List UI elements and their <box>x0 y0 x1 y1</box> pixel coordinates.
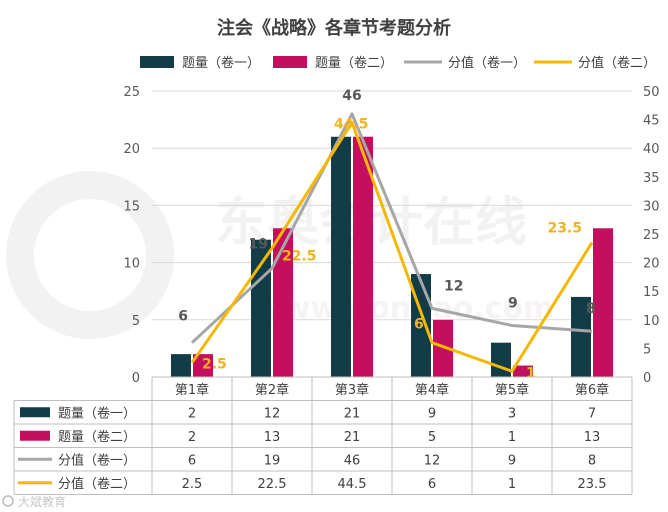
data-label: 6 <box>178 309 188 325</box>
table-cell: 21 <box>344 430 361 445</box>
right-tick-label: 20 <box>643 257 660 272</box>
table-cell: 44.5 <box>338 477 367 492</box>
bar <box>273 228 293 377</box>
legend-swatch <box>140 56 174 68</box>
left-axis: 0 5 10 15 20 25 <box>123 85 140 386</box>
right-tick-label: 25 <box>643 228 660 243</box>
table-row-label: 分值（卷二） <box>58 476 136 492</box>
table-cell: 2 <box>188 407 196 422</box>
data-label: 46 <box>342 88 361 104</box>
right-tick-label: 15 <box>643 285 660 300</box>
table-cell: 21 <box>344 407 361 422</box>
table-row-label: 分值（卷一） <box>58 453 136 469</box>
bar <box>171 354 191 377</box>
table-legend-key <box>20 430 50 441</box>
data-label: 22.5 <box>282 248 317 264</box>
bar <box>513 365 533 377</box>
table-legend-key <box>20 407 50 418</box>
table-cell: 46 <box>344 454 361 469</box>
legend-entry: 题量（卷一） <box>182 55 260 71</box>
data-label: 2.5 <box>202 357 227 373</box>
table-cell: 9 <box>428 407 436 422</box>
table-cell: 6 <box>428 477 436 492</box>
right-tick-label: 5 <box>643 342 651 357</box>
table-cell: 8 <box>588 454 596 469</box>
table-cell: 2 <box>188 430 196 445</box>
table-row-label: 题量（卷二） <box>58 429 136 445</box>
footer-logo: 大斌教育 <box>2 494 66 509</box>
bar <box>433 319 453 377</box>
weibo-icon <box>2 495 14 507</box>
table-cell: 22.5 <box>258 477 287 492</box>
right-tick-label: 50 <box>643 85 660 100</box>
table-row-label: 题量（卷一） <box>58 406 136 422</box>
chart-title: 注会《战略》各章节考题分析 <box>217 17 451 39</box>
right-tick-label: 0 <box>643 371 651 386</box>
category-label: 第2章 <box>255 382 289 398</box>
table-cell: 13 <box>584 430 601 445</box>
left-tick-label: 15 <box>123 199 140 214</box>
data-label: 6 <box>414 317 424 333</box>
table-cell: 23.5 <box>578 477 607 492</box>
data-label: 44.5 <box>334 116 369 132</box>
legend: 题量（卷一） 题量（卷二） 分值（卷一） 分值（卷二） <box>140 55 656 71</box>
table-cell: 6 <box>188 454 196 469</box>
left-tick-label: 5 <box>132 314 140 329</box>
gridlines <box>152 90 632 321</box>
table-cell: 13 <box>264 430 281 445</box>
category-label: 第3章 <box>335 382 369 398</box>
series-line <box>190 112 593 344</box>
left-tick-label: 20 <box>123 142 140 157</box>
bars <box>171 136 613 377</box>
data-label: 12 <box>444 278 463 294</box>
table-cell: 1 <box>508 477 516 492</box>
category-label: 第4章 <box>415 382 449 398</box>
bar <box>491 342 511 377</box>
data-labels: 6 19 46 12 9 8 2.5 22.5 44.5 6 1 23.5 <box>178 88 596 381</box>
left-tick-label: 0 <box>132 371 140 386</box>
left-tick-label: 25 <box>123 85 140 100</box>
right-tick-label: 35 <box>643 171 660 186</box>
bar <box>353 136 373 377</box>
footer-logo-text: 大斌教育 <box>18 494 66 509</box>
category-label: 第5章 <box>495 382 529 398</box>
table-cell: 12 <box>424 454 441 469</box>
table-cell: 19 <box>264 454 281 469</box>
table-cell: 7 <box>588 407 596 422</box>
left-tick-label: 10 <box>123 257 140 272</box>
data-label: 8 <box>586 301 596 317</box>
table-cell: 1 <box>508 430 516 445</box>
right-tick-label: 30 <box>643 199 660 214</box>
legend-swatch <box>273 56 307 68</box>
category-label: 第1章 <box>175 382 209 398</box>
bar <box>193 354 213 377</box>
lines <box>190 112 594 373</box>
legend-entry: 分值（卷二） <box>578 55 656 71</box>
bar <box>331 136 351 377</box>
legend-entry: 题量（卷二） <box>315 55 393 71</box>
data-label: 23.5 <box>547 221 582 237</box>
table-cell: 5 <box>428 430 436 445</box>
table-cell: 12 <box>264 407 281 422</box>
data-label: 1 <box>526 365 536 381</box>
data-label: 9 <box>508 296 518 312</box>
bar <box>251 239 271 377</box>
right-axis: 0 5 10 15 20 25 30 35 40 45 50 <box>643 85 660 386</box>
category-label: 第6章 <box>575 382 609 398</box>
data-label: 19 <box>249 236 268 252</box>
right-tick-label: 40 <box>643 142 660 157</box>
bar <box>593 228 613 377</box>
table-cell: 3 <box>508 407 516 422</box>
right-tick-label: 10 <box>643 314 660 329</box>
series-line <box>190 120 594 373</box>
right-tick-label: 45 <box>643 114 660 129</box>
legend-entry: 分值（卷一） <box>448 55 526 71</box>
bar <box>571 296 591 377</box>
table-cell: 2.5 <box>182 477 203 492</box>
table-cell: 9 <box>508 454 516 469</box>
